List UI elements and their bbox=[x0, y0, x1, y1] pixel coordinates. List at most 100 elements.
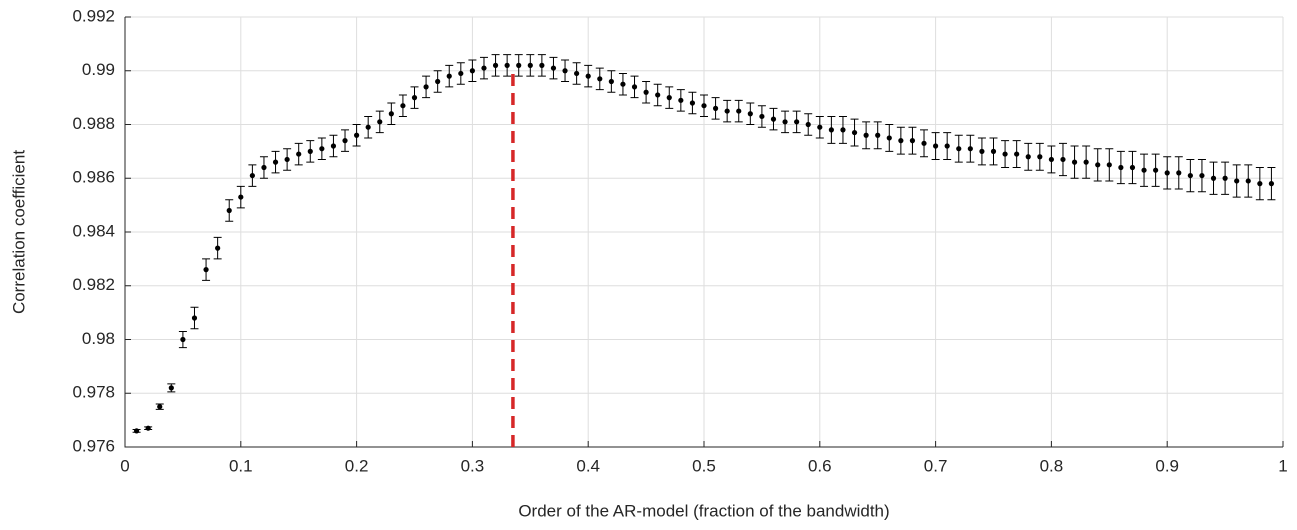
x-tick-label: 0.1 bbox=[229, 456, 253, 475]
data-point bbox=[388, 111, 394, 117]
data-point bbox=[701, 103, 707, 109]
data-point bbox=[956, 146, 962, 152]
x-tick-label: 0.9 bbox=[1155, 456, 1179, 475]
data-point bbox=[1095, 162, 1101, 168]
y-tick-label: 0.978 bbox=[72, 383, 115, 402]
data-point bbox=[1037, 154, 1043, 160]
data-point bbox=[805, 121, 811, 128]
data-point bbox=[689, 100, 696, 106]
data-point bbox=[828, 127, 834, 133]
data-point bbox=[168, 385, 174, 391]
data-point bbox=[851, 129, 858, 136]
data-point bbox=[492, 62, 499, 68]
data-point bbox=[400, 103, 406, 109]
data-point bbox=[921, 140, 927, 146]
y-tick-label: 0.976 bbox=[72, 436, 115, 455]
y-tick-label: 0.988 bbox=[72, 114, 115, 133]
data-point bbox=[249, 172, 255, 179]
data-point bbox=[354, 132, 360, 138]
data-point bbox=[1153, 167, 1159, 173]
data-point bbox=[157, 404, 163, 410]
data-point bbox=[238, 194, 244, 200]
data-point bbox=[319, 146, 325, 152]
data-point bbox=[655, 92, 661, 98]
data-point bbox=[504, 62, 510, 68]
data-point bbox=[1176, 170, 1182, 176]
x-tick-label: 0.6 bbox=[808, 456, 832, 475]
x-tick-label: 0.8 bbox=[1040, 456, 1064, 475]
data-point bbox=[1048, 156, 1054, 163]
data-point bbox=[736, 108, 742, 114]
data-point bbox=[365, 124, 371, 130]
data-point bbox=[1257, 181, 1263, 187]
data-point bbox=[1002, 151, 1008, 157]
data-point bbox=[747, 111, 753, 117]
data-point bbox=[458, 70, 464, 77]
data-point bbox=[307, 148, 313, 154]
data-point bbox=[446, 73, 452, 79]
data-point bbox=[272, 159, 279, 165]
data-point bbox=[724, 108, 730, 114]
data-point bbox=[585, 73, 591, 79]
data-point bbox=[411, 95, 418, 101]
data-point bbox=[203, 267, 209, 273]
data-point bbox=[180, 336, 186, 343]
data-point bbox=[1222, 175, 1228, 181]
data-point bbox=[261, 164, 267, 171]
y-tick-label: 0.992 bbox=[72, 6, 115, 25]
data-point bbox=[191, 315, 198, 321]
data-point bbox=[215, 245, 221, 251]
data-point bbox=[678, 97, 684, 103]
data-point bbox=[1129, 164, 1136, 171]
x-axis-label: Order of the AR-model (fraction of the b… bbox=[518, 501, 889, 520]
data-point bbox=[1025, 154, 1031, 160]
data-point bbox=[145, 425, 151, 431]
x-tick-label: 0.4 bbox=[576, 456, 600, 475]
y-tick-label: 0.982 bbox=[72, 275, 115, 294]
data-point bbox=[1245, 178, 1251, 184]
data-point bbox=[1234, 178, 1240, 184]
data-point bbox=[1268, 181, 1275, 187]
data-point bbox=[574, 70, 580, 77]
data-point bbox=[1210, 175, 1217, 181]
data-point bbox=[1118, 164, 1124, 171]
data-point bbox=[516, 62, 522, 68]
y-tick-label: 0.986 bbox=[72, 168, 115, 187]
y-tick-label: 0.99 bbox=[82, 60, 115, 79]
data-point bbox=[377, 119, 383, 125]
data-point bbox=[643, 89, 649, 95]
data-point bbox=[631, 84, 638, 90]
data-point bbox=[967, 146, 973, 152]
data-point bbox=[770, 116, 777, 122]
data-point bbox=[666, 95, 672, 101]
x-tick-label: 0.3 bbox=[461, 456, 485, 475]
data-point bbox=[863, 132, 869, 138]
x-tick-label: 0 bbox=[120, 456, 129, 475]
data-point bbox=[1187, 172, 1193, 179]
data-point bbox=[469, 68, 475, 74]
x-tick-label: 1 bbox=[1278, 456, 1287, 475]
data-point bbox=[794, 119, 800, 125]
data-point bbox=[1014, 151, 1020, 157]
x-tick-label: 0.7 bbox=[924, 456, 948, 475]
data-point bbox=[1199, 172, 1205, 179]
data-point bbox=[342, 138, 348, 144]
y-tick-label: 0.984 bbox=[72, 221, 115, 240]
data-point bbox=[933, 143, 939, 149]
data-point bbox=[898, 138, 904, 144]
data-point bbox=[1071, 159, 1078, 165]
data-point bbox=[1106, 162, 1112, 168]
data-point bbox=[875, 132, 881, 138]
data-point bbox=[886, 135, 892, 141]
data-point bbox=[330, 143, 337, 149]
data-point bbox=[435, 78, 441, 85]
data-point bbox=[759, 113, 765, 120]
data-point bbox=[284, 156, 290, 163]
data-point bbox=[608, 78, 614, 85]
axis-box bbox=[124, 17, 1283, 448]
data-point bbox=[562, 68, 568, 74]
data-point bbox=[817, 124, 823, 130]
data-point bbox=[481, 65, 487, 71]
